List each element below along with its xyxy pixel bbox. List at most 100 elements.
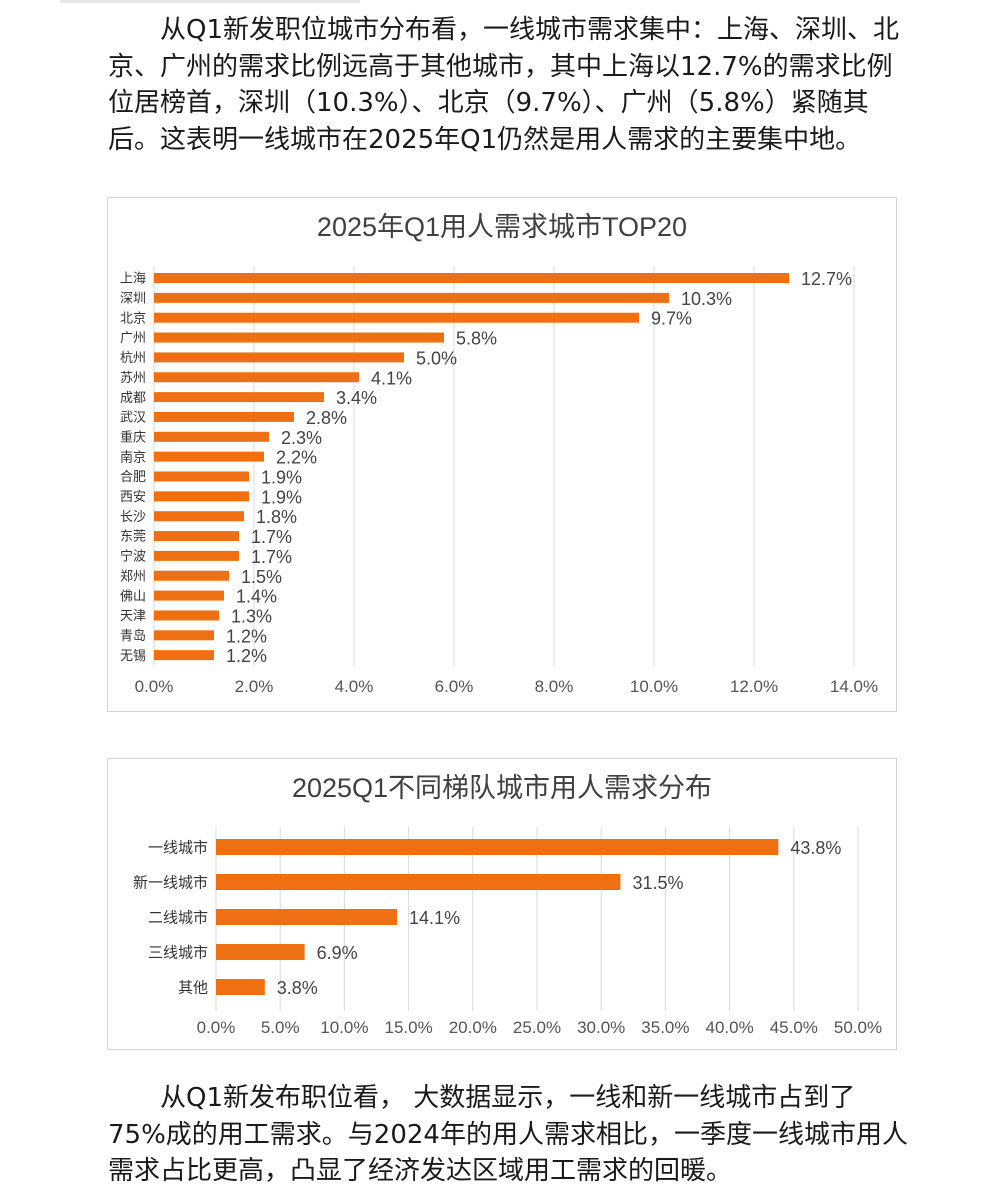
x-tick-label: 6.0%: [435, 677, 474, 696]
bar-20: [154, 650, 214, 661]
data-label: 5.8%: [456, 329, 497, 349]
bar-19: [154, 630, 214, 641]
bar-7: [154, 392, 324, 403]
x-tick-label: 25.0%: [513, 1018, 561, 1037]
category-label: 西安: [120, 490, 146, 505]
data-label: 1.7%: [251, 547, 292, 567]
data-label: 10.3%: [681, 289, 732, 309]
category-label: 广州: [120, 331, 146, 346]
bar-3: [216, 909, 398, 925]
category-label: 重庆: [120, 429, 146, 445]
data-label: 1.9%: [261, 468, 302, 488]
data-label: 9.7%: [651, 309, 692, 329]
category-label: 苏州: [120, 370, 146, 386]
x-tick-label: 15.0%: [384, 1018, 432, 1037]
category-label: 成都: [120, 391, 146, 406]
category-label: 郑州: [120, 569, 146, 584]
bar-12: [154, 491, 249, 502]
x-tick-label: 45.0%: [770, 1018, 818, 1037]
bar-14: [154, 531, 239, 542]
category-label: 三线城市: [148, 943, 208, 961]
bar-1: [216, 839, 779, 855]
category-label: 深圳: [120, 292, 146, 307]
bar-5: [216, 979, 265, 995]
x-tick-label: 5.0%: [261, 1018, 300, 1037]
bar-16: [154, 570, 229, 581]
chart-title: 2025年Q1用人需求城市TOP20: [317, 212, 687, 242]
category-label: 佛山: [120, 589, 146, 604]
bar-18: [154, 610, 219, 621]
bar-15: [154, 550, 239, 561]
data-label: 2.2%: [276, 448, 317, 468]
city-tier-chart: 2025Q1不同梯队城市用人需求分布 0.0% 5.0% 10.0% 15.0% 20.0…: [107, 758, 897, 1050]
data-label: 1.7%: [251, 527, 292, 547]
intro-text: 从Q1新发职位城市分布看，一线城市需求集中：上海、深圳、北京、广州的需求比例远高…: [108, 15, 900, 155]
x-tick-label: 14.0%: [830, 677, 878, 696]
category-label: 南京: [120, 449, 146, 465]
city-top20-chart-svg: 2025年Q1用人需求城市TOP20 0.0% 2.0% 4.0% 6.0% 8.0% 10…: [120, 212, 878, 696]
x-tick-label: 35.0%: [641, 1018, 689, 1037]
category-label: 东莞: [120, 530, 146, 545]
data-label: 1.9%: [261, 487, 302, 507]
bar-1: [154, 273, 789, 283]
x-tick-label: 30.0%: [577, 1018, 625, 1037]
bar-17: [154, 590, 224, 601]
data-label: 1.5%: [241, 567, 282, 587]
x-tick-label: 2.0%: [235, 677, 274, 696]
data-label: 2.8%: [306, 408, 347, 428]
x-tick-label: 12.0%: [730, 677, 778, 696]
data-label: 5.0%: [416, 348, 457, 368]
category-label: 无锡: [120, 649, 146, 664]
city-top20-chart: 2025年Q1用人需求城市TOP20 0.0% 2.0% 4.0% 6.0% 8.0% 10…: [107, 197, 897, 712]
bar-4: [216, 944, 305, 960]
data-label: 1.2%: [226, 626, 267, 646]
x-tick-label: 0.0%: [197, 1018, 236, 1037]
bar-2: [216, 874, 621, 890]
category-label: 宁波: [120, 549, 146, 565]
bar-6: [154, 372, 359, 383]
x-tick-label: 8.0%: [535, 677, 574, 696]
outro-text: 从Q1新发布职位看， 大数据显示，一线和新一线城市占到了75%成的用工需求。与2…: [108, 1083, 908, 1186]
bar-11: [154, 471, 249, 482]
data-label: 1.3%: [231, 606, 272, 626]
x-tick-label: 10.0%: [630, 677, 678, 696]
data-label: 12.7%: [801, 269, 852, 289]
bar-13: [154, 511, 244, 522]
data-label: 1.2%: [226, 646, 267, 666]
category-label: 其他: [178, 978, 208, 996]
category-label: 青岛: [120, 628, 146, 644]
chart-title: 2025Q1不同梯队城市用人需求分布: [292, 773, 712, 803]
bar-8: [154, 411, 294, 422]
category-label: 二线城市: [148, 908, 208, 926]
bar-10: [154, 451, 264, 462]
category-label: 武汉: [120, 411, 146, 426]
bar-5: [154, 352, 404, 363]
category-label: 合肥: [120, 470, 146, 485]
x-tick-label: 20.0%: [449, 1018, 497, 1037]
data-label: 43.8%: [790, 838, 841, 858]
data-label: 6.9%: [317, 943, 358, 963]
intro-paragraph: 从Q1新发职位城市分布看，一线城市需求集中：上海、深圳、北京、广州的需求比例远高…: [108, 12, 908, 158]
outro-paragraph: 从Q1新发布职位看， 大数据显示，一线和新一线城市占到了75%成的用工需求。与2…: [108, 1080, 908, 1190]
category-label: 上海: [120, 272, 146, 287]
data-label: 4.1%: [371, 368, 412, 388]
x-tick-label: 50.0%: [834, 1018, 882, 1037]
category-label: 一线城市: [148, 838, 208, 856]
bar-3: [154, 312, 639, 323]
city-tier-chart-svg: 2025Q1不同梯队城市用人需求分布 0.0% 5.0% 10.0% 15.0% 20.0…: [133, 773, 882, 1037]
data-label: 1.8%: [256, 507, 297, 527]
data-label: 14.1%: [409, 908, 460, 928]
category-label: 新一线城市: [133, 873, 208, 891]
data-label: 1.4%: [236, 587, 277, 607]
x-tick-label: 40.0%: [705, 1018, 753, 1037]
x-tick-label: 4.0%: [335, 677, 374, 696]
data-label: 3.4%: [336, 388, 377, 408]
data-label: 3.8%: [277, 978, 318, 998]
category-label: 杭州: [120, 351, 146, 366]
category-label: 北京: [120, 311, 146, 326]
data-label: 31.5%: [632, 873, 683, 893]
category-label: 长沙: [120, 510, 146, 525]
category-label: 天津: [120, 609, 146, 624]
bar-9: [154, 431, 269, 442]
x-tick-label: 0.0%: [135, 677, 174, 696]
